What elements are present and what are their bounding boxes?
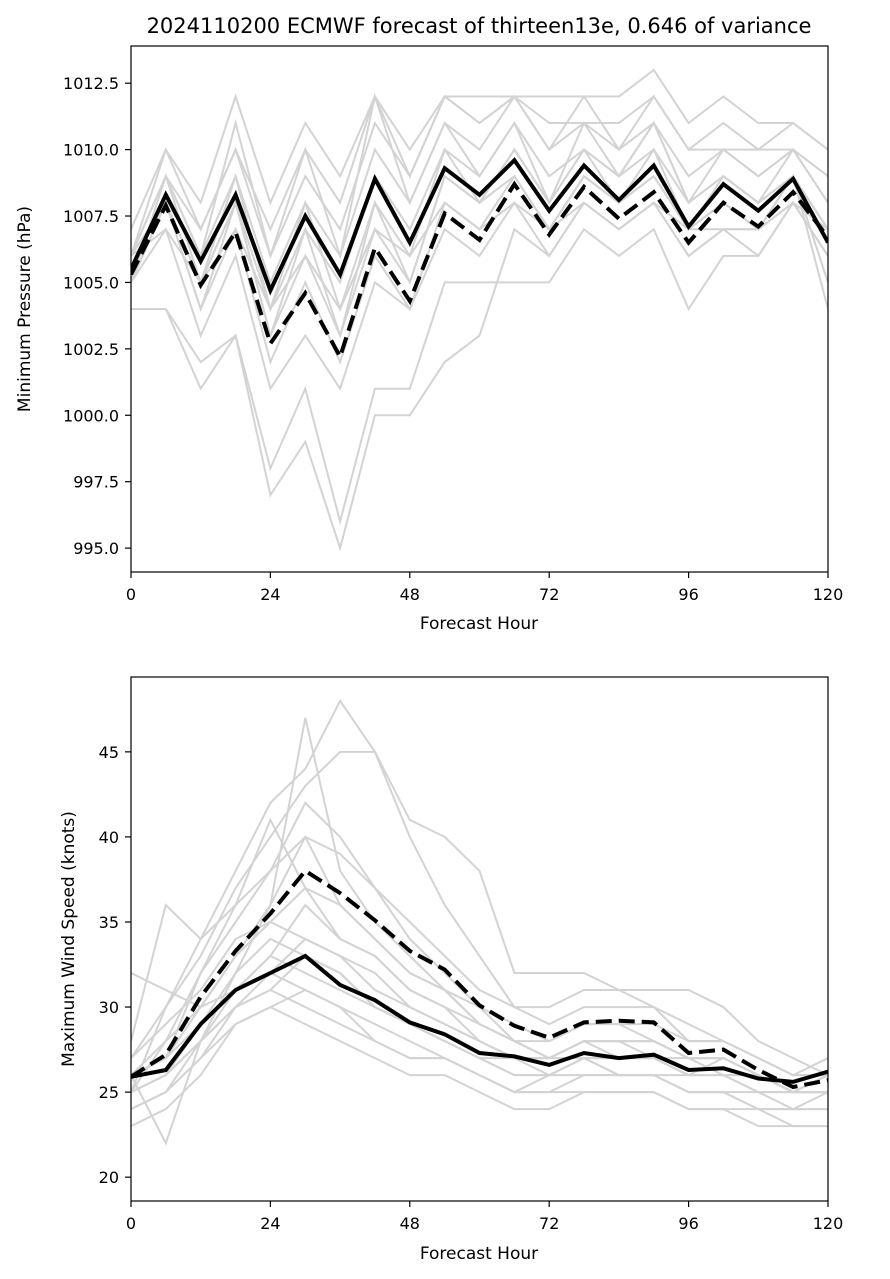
wind-y-tick-label: 35 (99, 913, 119, 932)
pressure-y-tick-label: 1000.0 (63, 406, 119, 425)
wind-y-axis-label: Maximum Wind Speed (knots) (59, 811, 79, 1067)
wind-x-tick-label: 120 (813, 1214, 844, 1233)
wind-ensemble-member-line (131, 1005, 828, 1128)
pressure-ensemble-member-line (131, 173, 828, 340)
pressure-y-ticks: 995.0 997.5 1000.0 1002.5 1005.0 1007.5 1010.0… (63, 74, 131, 558)
pressure-ensemble-member-line (131, 200, 828, 526)
wind-plot-frame (130, 676, 829, 1202)
pressure-y-tick-label: 1012.5 (63, 74, 119, 93)
pressure-x-tick-label: 48 (400, 585, 420, 604)
pressure-ensemble-member-line (131, 68, 828, 257)
pressure-x-tick-label: 24 (260, 585, 280, 604)
pressure-ensemble-lines (131, 68, 828, 552)
pressure-y-axis-label: Minimum Pressure (hPa) (15, 206, 35, 412)
wind-dashed-mean-line (131, 868, 828, 1090)
wind-ensemble-member-line (131, 750, 828, 1076)
wind-y-tick-label: 45 (99, 743, 119, 762)
pressure-x-tick-label: 72 (539, 585, 559, 604)
pressure-x-tick-label: 0 (126, 585, 136, 604)
pressure-ensemble-member-line (131, 94, 828, 286)
pressure-x-tick-label: 96 (678, 585, 698, 604)
pressure-y-tick-label: 1005.0 (63, 273, 119, 292)
wind-y-tick-label: 40 (99, 828, 119, 847)
pressure-x-tick-label: 120 (813, 585, 844, 604)
wind-ensemble-member-line (131, 886, 828, 1094)
pressure-ensemble-member-line (131, 92, 828, 283)
wind-mean-lines (131, 868, 828, 1090)
chart-title: 2024110200 ECMWF forecast of thirteen13e… (147, 14, 812, 38)
pressure-ensemble-member-line (131, 201, 828, 312)
pressure-dashed-mean-line (131, 180, 828, 362)
pressure-solid-mean-line (131, 157, 828, 296)
wind-x-ticks: 0 24 48 72 96 120 (126, 1201, 843, 1233)
wind-ensemble-member-line (131, 988, 828, 1111)
wind-ensemble-member-line (131, 954, 828, 1111)
wind-x-tick-label: 24 (260, 1214, 280, 1233)
pressure-y-tick-label: 1007.5 (63, 207, 119, 226)
pressure-mean-lines (131, 157, 828, 362)
wind-ensemble-member-line (131, 903, 828, 1094)
wind-y-tick-label: 25 (99, 1083, 119, 1102)
pressure-panel: 0 24 48 72 96 120 995.0 997.5 1000.0 1002.5 1005.… (15, 45, 843, 634)
wind-ensemble-member-line (131, 717, 828, 1146)
pressure-y-tick-label: 1010.0 (63, 141, 119, 160)
pressure-y-tick-label: 1002.5 (63, 340, 119, 359)
pressure-ensemble-member-line (131, 201, 828, 552)
pressure-plot-frame (130, 45, 829, 573)
wind-ensemble-member-line (131, 698, 828, 1093)
wind-x-tick-label: 72 (539, 1214, 559, 1233)
wind-x-tick-label: 96 (678, 1214, 698, 1233)
wind-y-ticks: 20 25 30 35 40 45 (99, 743, 131, 1187)
wind-x-tick-label: 0 (126, 1214, 136, 1233)
wind-ensemble-member-line (131, 835, 828, 1093)
pressure-x-axis-label: Forecast Hour (420, 614, 538, 634)
wind-y-tick-label: 30 (99, 998, 119, 1017)
pressure-ensemble-member-line (131, 93, 828, 257)
pressure-y-tick-label: 997.5 (73, 473, 119, 492)
wind-solid-mean-line (131, 953, 828, 1084)
wind-x-tick-label: 48 (400, 1214, 420, 1233)
wind-x-axis-label: Forecast Hour (420, 1244, 538, 1264)
pressure-x-ticks: 0 24 48 72 96 120 (126, 572, 843, 604)
wind-ensemble-lines (131, 698, 828, 1146)
pressure-y-tick-label: 995.0 (73, 539, 119, 558)
wind-y-tick-label: 20 (99, 1168, 119, 1187)
